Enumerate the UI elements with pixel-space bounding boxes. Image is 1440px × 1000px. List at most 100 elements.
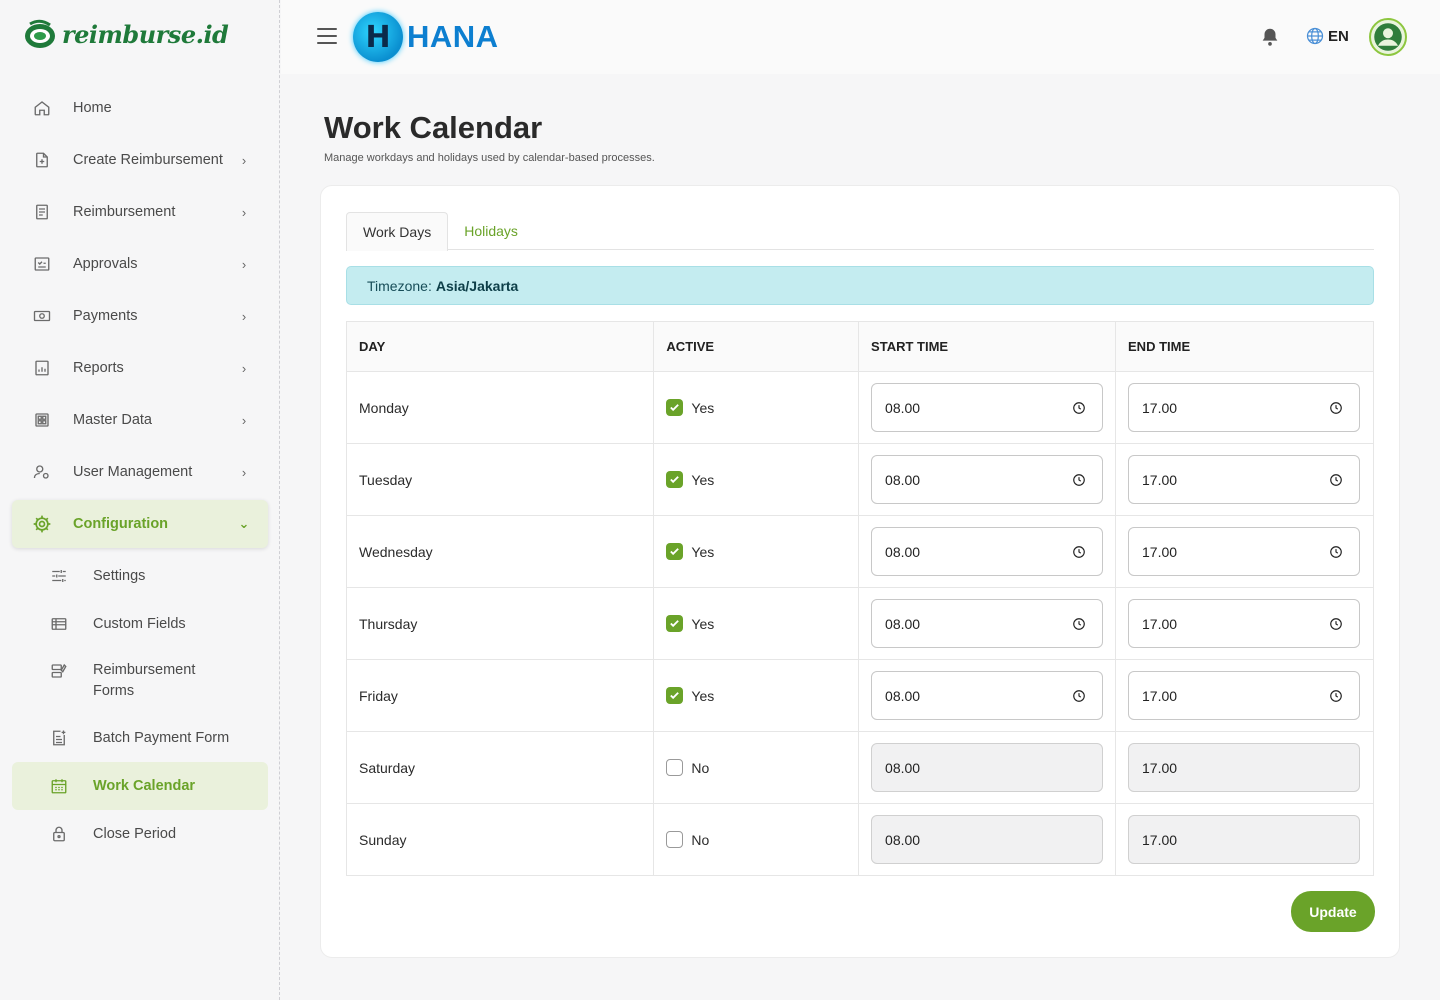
- clock-icon[interactable]: [1329, 545, 1343, 559]
- day-cell: Wednesday: [345, 515, 655, 588]
- start-time-input[interactable]: 08.00: [871, 671, 1104, 720]
- brand-letter: H: [365, 19, 391, 55]
- end-time-input[interactable]: 17.00: [1128, 383, 1361, 432]
- home-icon: [30, 96, 54, 120]
- active-checkbox[interactable]: [666, 399, 684, 416]
- clock-icon[interactable]: [1329, 473, 1343, 487]
- start-time-input[interactable]: 08.00: [871, 383, 1104, 432]
- active-checkbox[interactable]: [666, 615, 684, 632]
- active-checkbox[interactable]: [666, 471, 684, 488]
- start-time-value: 08.00: [885, 399, 921, 416]
- end-time-cell: 17.00: [1115, 587, 1374, 660]
- user-avatar[interactable]: [1369, 18, 1407, 56]
- sidebar-subitem-reimbursement-forms[interactable]: Reimbursement Forms: [12, 648, 268, 714]
- chevron-right-icon: ›: [241, 464, 247, 480]
- clock-icon[interactable]: [1329, 401, 1343, 415]
- update-button[interactable]: Update: [1291, 891, 1375, 932]
- end-time-input[interactable]: 17.00: [1128, 671, 1361, 720]
- bell-icon[interactable]: [1259, 26, 1281, 48]
- tab-holidays[interactable]: Holidays: [464, 223, 518, 239]
- active-checkbox[interactable]: [666, 759, 684, 776]
- active-checkbox-group[interactable]: Yes: [666, 399, 858, 416]
- sidebar-item-label: Payments: [73, 308, 138, 324]
- sidebar-subitem-batch-payment-form[interactable]: Batch Payment Form: [12, 714, 268, 762]
- sidebar-subitem-close-period[interactable]: Close Period: [12, 810, 268, 858]
- sidebar-subitem-label-line1: Reimbursement: [93, 662, 196, 678]
- sidebar-item-master-data[interactable]: Master Data ›: [12, 396, 268, 444]
- start-time-input[interactable]: 08.00: [871, 527, 1104, 576]
- sidebar-item-home[interactable]: Home: [12, 84, 268, 132]
- active-checkbox-group[interactable]: Yes: [666, 615, 858, 632]
- day-cell: Sunday: [345, 803, 655, 876]
- sidebar-subitem-label: Batch Payment Form: [93, 730, 230, 746]
- active-checkbox[interactable]: [666, 687, 684, 704]
- active-checkbox-group[interactable]: Yes: [666, 471, 858, 488]
- sidebar-item-configuration[interactable]: Configuration ⌄: [12, 500, 268, 548]
- active-label: No: [691, 759, 710, 776]
- active-label: No: [691, 831, 710, 848]
- sidebar-subitem-label-line2: Forms: [93, 683, 135, 699]
- sidebar-subitem-custom-fields[interactable]: Custom Fields: [12, 600, 268, 648]
- active-cell: Yes: [653, 587, 860, 660]
- active-checkbox-group[interactable]: Yes: [666, 543, 858, 560]
- end-time-input[interactable]: 17.00: [1128, 455, 1361, 504]
- day-cell: Friday: [345, 659, 655, 732]
- start-time-input: 08.00: [871, 743, 1104, 792]
- day-name: Thursday: [359, 615, 418, 632]
- clock-icon[interactable]: [1329, 617, 1343, 631]
- clock-icon[interactable]: [1072, 401, 1086, 415]
- end-time-input[interactable]: 17.00: [1128, 527, 1361, 576]
- active-cell: Yes: [653, 443, 860, 516]
- end-time-cell: 17.00: [1115, 443, 1374, 516]
- end-time-input[interactable]: 17.00: [1128, 599, 1361, 648]
- end-time-cell: 17.00: [1115, 731, 1374, 804]
- active-label: Yes: [691, 543, 715, 560]
- sidebar-item-create-reimbursement[interactable]: Create Reimbursement ›: [12, 136, 268, 184]
- active-checkbox-group[interactable]: No: [666, 831, 858, 848]
- clock-icon[interactable]: [1072, 545, 1086, 559]
- table-row: Sunday No 08.00 17.00: [345, 803, 1374, 876]
- active-checkbox-group[interactable]: No: [666, 759, 858, 776]
- start-time-value: 08.00: [885, 543, 921, 560]
- language-switcher[interactable]: EN: [1305, 26, 1349, 46]
- clock-icon[interactable]: [1329, 689, 1343, 703]
- receipt-icon: [30, 200, 54, 224]
- list-icon: [48, 613, 70, 635]
- sidebar-item-label: Reports: [73, 360, 124, 376]
- sidebar-subitem-label: Custom Fields: [93, 616, 186, 632]
- brand-name: HANA: [407, 19, 499, 54]
- sidebar-item-reports[interactable]: Reports ›: [12, 344, 268, 392]
- end-time-cell: 17.00: [1115, 659, 1374, 732]
- logo-text: reimburse.id: [62, 19, 229, 49]
- clock-icon[interactable]: [1072, 689, 1086, 703]
- sidebar-item-reimbursement[interactable]: Reimbursement ›: [12, 188, 268, 236]
- active-checkbox[interactable]: [666, 831, 684, 848]
- tab-work-days[interactable]: Work Days: [346, 212, 449, 251]
- chevron-down-icon: ⌄: [238, 516, 250, 531]
- active-checkbox[interactable]: [666, 543, 684, 560]
- table-row: Thursday Yes 08.00 17.00: [345, 587, 1374, 660]
- end-time-cell: 17.00: [1115, 803, 1374, 876]
- sidebar-item-user-management[interactable]: User Management ›: [12, 448, 268, 496]
- brand-logo[interactable]: H HANA: [353, 12, 499, 62]
- sidebar-item-approvals[interactable]: Approvals ›: [12, 240, 268, 288]
- sidebar-subitem-work-calendar[interactable]: Work Calendar: [12, 762, 268, 810]
- table-row: Saturday No 08.00 17.00: [345, 731, 1374, 804]
- sidebar-subitem-settings[interactable]: Settings: [12, 552, 268, 600]
- sidebar-subitem-label: Close Period: [93, 826, 177, 842]
- end-time-input: 17.00: [1128, 743, 1361, 792]
- day-cell: Monday: [345, 371, 655, 444]
- sidebar-item-payments[interactable]: Payments ›: [12, 292, 268, 340]
- gear-icon: [30, 512, 54, 536]
- user-gear-icon: [30, 460, 54, 484]
- chevron-right-icon: ›: [241, 308, 247, 324]
- clock-icon[interactable]: [1072, 473, 1086, 487]
- active-checkbox-group[interactable]: Yes: [666, 687, 858, 704]
- table-row: Wednesday Yes 08.00 17.00: [345, 515, 1374, 588]
- app-logo[interactable]: reimburse.id: [22, 16, 229, 52]
- start-time-input[interactable]: 08.00: [871, 455, 1104, 504]
- clock-icon[interactable]: [1072, 617, 1086, 631]
- end-time-value: 17.00: [1142, 759, 1178, 776]
- start-time-input[interactable]: 08.00: [871, 599, 1104, 648]
- menu-icon[interactable]: [317, 28, 337, 46]
